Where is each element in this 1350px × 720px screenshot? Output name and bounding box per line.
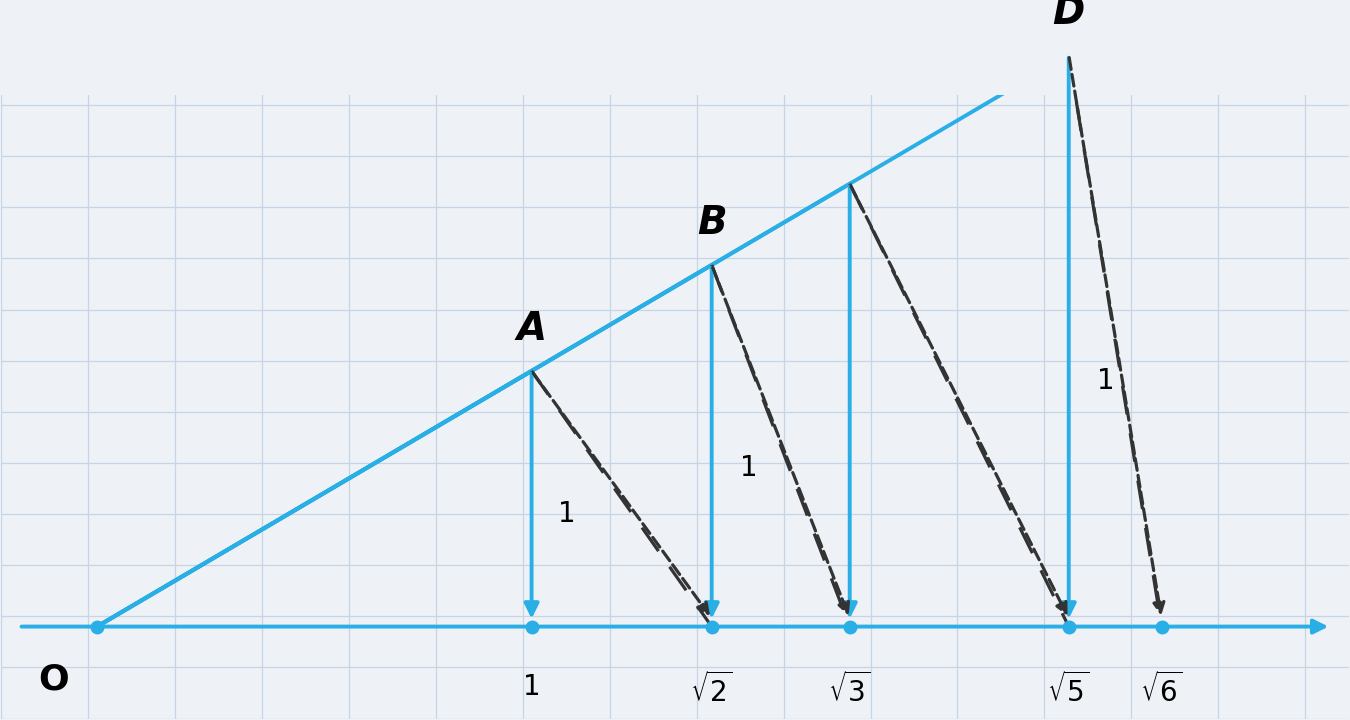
Text: $\sqrt{2}$: $\sqrt{2}$: [690, 672, 733, 708]
Text: B: B: [697, 204, 726, 243]
Text: $\sqrt{3}$: $\sqrt{3}$: [828, 672, 871, 708]
Text: O: O: [38, 662, 69, 696]
Text: A: A: [517, 310, 547, 348]
Text: 1: 1: [522, 672, 540, 701]
Text: D: D: [1053, 0, 1085, 32]
Text: 1: 1: [740, 454, 757, 482]
Text: $\sqrt{6}$: $\sqrt{6}$: [1139, 672, 1183, 708]
Text: $\sqrt{5}$: $\sqrt{5}$: [1048, 672, 1091, 708]
Text: 1: 1: [1096, 367, 1114, 395]
Text: 1: 1: [558, 500, 575, 528]
